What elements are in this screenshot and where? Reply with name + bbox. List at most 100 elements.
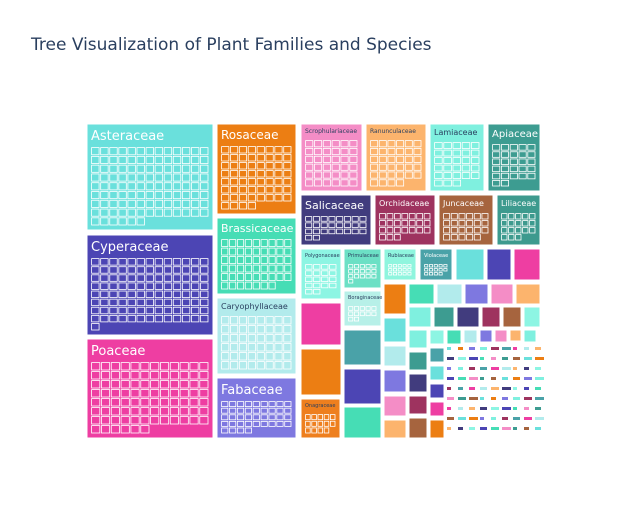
species-tile[interactable] [163,282,173,290]
species-tile[interactable] [424,268,429,272]
species-tile[interactable] [340,163,349,171]
species-tile[interactable] [508,220,515,227]
species-tile[interactable] [163,182,173,191]
species-tile[interactable] [522,213,529,220]
species-tile[interactable] [331,179,340,187]
species-tile[interactable] [501,227,508,234]
species-tile[interactable] [169,398,179,407]
species-tile[interactable] [274,162,283,170]
species-tile[interactable] [136,173,145,182]
species-tile[interactable] [221,178,230,186]
family-tile[interactable] [374,194,436,246]
family-tile[interactable] [491,407,499,410]
species-tile[interactable] [500,180,509,187]
species-tile[interactable] [492,151,501,158]
species-tile[interactable] [160,380,170,389]
species-tile[interactable] [150,416,160,425]
species-tile[interactable] [91,208,100,217]
species-tile[interactable] [244,247,252,256]
species-tile[interactable] [256,316,265,325]
family-tile[interactable] [447,407,451,410]
species-tile[interactable] [397,272,402,276]
species-tile[interactable] [343,228,351,235]
species-tile[interactable] [276,401,284,408]
species-tile[interactable] [529,220,536,227]
species-tile[interactable] [169,380,179,389]
species-tile[interactable] [408,220,416,227]
species-tile[interactable] [160,371,170,380]
species-tile[interactable] [145,199,154,208]
species-tile[interactable] [416,213,423,220]
species-tile[interactable] [527,165,536,173]
species-tile[interactable] [404,163,413,171]
species-tile[interactable] [314,163,323,171]
species-tile[interactable] [331,148,340,156]
species-tile[interactable] [163,290,173,298]
species-tile[interactable] [118,191,127,200]
species-tile[interactable] [100,290,109,298]
family-tile[interactable] [486,248,512,281]
family-tile[interactable] [480,397,484,400]
species-tile[interactable] [91,266,100,274]
species-tile[interactable] [130,389,140,398]
species-tile[interactable] [120,425,130,434]
family-tile[interactable] [458,367,463,370]
species-tile[interactable] [136,314,145,323]
species-tile[interactable] [470,142,480,149]
species-tile[interactable] [416,220,423,227]
species-tile[interactable] [221,352,230,361]
species-tile[interactable] [136,290,145,298]
species-tile[interactable] [200,314,209,323]
species-tile[interactable] [181,191,191,200]
species-tile[interactable] [221,420,229,427]
family-tile[interactable] [480,357,484,360]
species-tile[interactable] [91,362,101,371]
species-tile[interactable] [378,171,387,179]
species-tile[interactable] [314,140,323,148]
family-tile[interactable] [496,194,541,246]
species-tile[interactable] [276,264,284,273]
species-tile[interactable] [127,306,136,315]
species-tile[interactable] [236,239,245,247]
species-tile[interactable] [145,258,154,266]
family-tile[interactable] [408,329,428,349]
species-tile[interactable] [110,425,120,434]
species-tile[interactable] [145,314,154,323]
species-tile[interactable] [118,155,127,164]
species-tile[interactable] [181,199,191,208]
family-tile[interactable] [524,397,532,400]
species-tile[interactable] [365,311,371,317]
species-tile[interactable] [353,311,359,317]
species-tile[interactable] [199,407,209,416]
species-tile[interactable] [100,208,109,217]
species-tile[interactable] [91,416,101,425]
species-tile[interactable] [229,414,237,421]
species-tile[interactable] [154,147,164,156]
species-tile[interactable] [160,407,170,416]
species-tile[interactable] [100,173,109,182]
species-tile[interactable] [351,222,359,228]
species-tile[interactable] [314,148,323,156]
species-tile[interactable] [236,256,245,264]
species-tile[interactable] [458,220,466,227]
species-tile[interactable] [527,151,536,158]
species-tile[interactable] [101,362,111,371]
species-tile[interactable] [221,154,230,162]
species-tile[interactable] [371,264,377,269]
species-tile[interactable] [236,247,245,256]
species-tile[interactable] [305,222,313,228]
species-tile[interactable] [101,425,111,434]
species-tile[interactable] [172,164,182,173]
species-tile[interactable] [191,290,200,298]
species-tile[interactable] [200,147,209,156]
species-tile[interactable] [191,298,200,307]
species-tile[interactable] [154,173,164,182]
species-tile[interactable] [191,208,200,217]
species-tile[interactable] [371,269,377,274]
species-tile[interactable] [365,306,371,311]
species-tile[interactable] [91,290,100,298]
species-tile[interactable] [428,268,433,272]
species-tile[interactable] [120,362,130,371]
species-tile[interactable] [136,182,145,191]
species-tile[interactable] [314,179,323,187]
